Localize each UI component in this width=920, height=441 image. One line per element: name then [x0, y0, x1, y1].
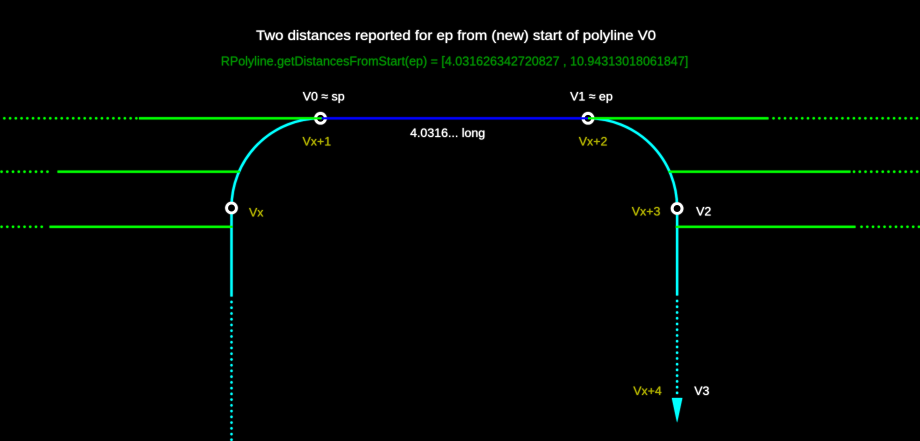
- svg-text:V0 ≈ sp: V0 ≈ sp: [303, 90, 345, 104]
- svg-text:Vx+1: Vx+1: [303, 135, 332, 149]
- svg-text:V3: V3: [694, 384, 709, 398]
- svg-text:Vx: Vx: [249, 205, 264, 219]
- svg-text:4.0316... long: 4.0316... long: [410, 126, 485, 140]
- svg-text:Vx+3: Vx+3: [632, 204, 661, 218]
- svg-text:RPolyline.getDistancesFromStar: RPolyline.getDistancesFromStart(ep) = [4…: [221, 55, 688, 69]
- svg-text:Vx+2: Vx+2: [579, 135, 608, 149]
- svg-text:V2: V2: [696, 204, 711, 218]
- svg-text:Two distances reported for ep: Two distances reported for ep from (new)…: [256, 27, 656, 43]
- svg-text:V1 ≈ ep: V1 ≈ ep: [570, 90, 613, 104]
- svg-text:Vx+4: Vx+4: [633, 384, 662, 398]
